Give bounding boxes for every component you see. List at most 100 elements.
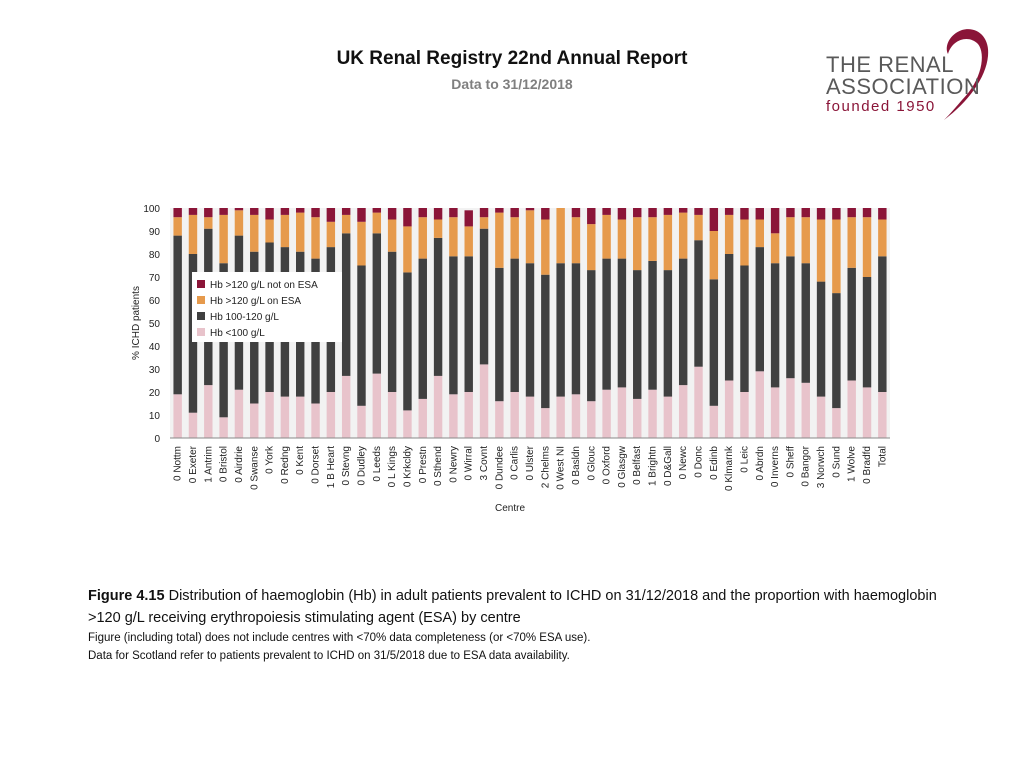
caption-note-2: Data for Scotland refer to patients prev…: [88, 650, 570, 662]
bar-segment-hb-over-120-no-esa: [663, 208, 673, 215]
bar-segment-hb-over-120-no-esa: [847, 208, 856, 218]
x-tick-label: 0 Stevng: [341, 446, 352, 485]
x-tick-label: 0 Dundee: [494, 446, 505, 490]
x-tick-label: 0 Inverns: [770, 446, 781, 487]
x-tick-label: 0 Dorset: [311, 446, 322, 484]
bar-segment-hb-over-120-no-esa: [648, 208, 657, 218]
bar-segment-hb-over-120-no-esa: [387, 208, 397, 220]
x-tick-label: 0 Belfast: [632, 446, 643, 485]
figure-caption: Figure 4.15 Distribution of haemoglobin …: [88, 585, 948, 665]
bar-segment-hb-over-120-esa: [678, 212, 688, 259]
bar-segment-hb-100-120: [678, 258, 688, 386]
x-tick-label: 0 Kent: [295, 446, 306, 475]
x-tick-label: 0 Nottm: [173, 446, 184, 481]
bar-segment-hb-100-120: [617, 258, 627, 388]
y-axis-title: % ICHD patients: [131, 286, 142, 360]
bar-segment-hb-over-120-esa: [464, 226, 473, 257]
x-tick-label: 0 L Kings: [387, 446, 398, 487]
bar-segment-hb-under-100: [770, 387, 780, 438]
bar-segment-hb-over-120-no-esa: [878, 208, 887, 220]
y-tick-label: 70: [149, 273, 161, 284]
bar-segment-hb-over-120-esa: [204, 217, 213, 229]
bar-segment-hb-under-100: [801, 382, 810, 438]
bar-segment-hb-over-120-esa: [250, 214, 259, 252]
x-tick-label: 0 Newry: [448, 446, 459, 483]
bar-segment-hb-over-120-no-esa: [188, 208, 198, 215]
bar-segment-hb-under-100: [326, 392, 336, 438]
x-tick-label: 0 Basldn: [571, 446, 582, 485]
x-tick-label: 0 Prestn: [418, 446, 429, 483]
x-tick-label: 0 Klmarnk: [724, 445, 735, 491]
bar-segment-hb-100-120: [449, 256, 458, 395]
x-tick-label: 0 Leic: [739, 446, 750, 473]
bar-segment-hb-100-120: [510, 258, 519, 392]
bar-segment-hb-100-120: [372, 233, 382, 374]
bar-segment-hb-over-120-esa: [341, 214, 351, 234]
bar-segment-hb-under-100: [602, 389, 611, 438]
bar-segment-hb-under-100: [678, 385, 688, 438]
bar-segment-hb-under-100: [449, 394, 458, 438]
bar-segment-hb-under-100: [311, 403, 320, 438]
bar-segment-hb-100-120: [755, 247, 764, 372]
bar-segment-hb-under-100: [464, 392, 473, 438]
bar-segment-hb-over-120-esa: [357, 221, 366, 266]
legend-swatch: [197, 280, 205, 288]
legend-label: Hb >120 g/L not on ESA: [210, 280, 318, 291]
legend-swatch: [197, 312, 205, 320]
bar-segment-hb-over-120-esa: [770, 233, 780, 264]
bar-segment-hb-100-120: [694, 240, 703, 367]
bar-segment-hb-over-120-no-esa: [525, 208, 535, 211]
x-tick-label: 0 Sthend: [433, 446, 444, 486]
y-tick-label: 100: [143, 204, 160, 215]
bar-segment-hb-over-120-esa: [602, 214, 611, 259]
bar-segment-hb-over-120-esa: [617, 219, 627, 259]
bar-segment-hb-over-120-esa: [403, 226, 412, 273]
bar-segment-hb-100-120: [862, 277, 872, 388]
bar-segment-hb-100-120: [357, 265, 366, 406]
bar-segment-hb-under-100: [525, 396, 535, 438]
bar-segment-hb-over-120-esa: [234, 210, 244, 236]
bar-segment-hb-100-120: [587, 270, 596, 402]
bar-segment-hb-100-120: [556, 263, 565, 397]
bar-segment-hb-under-100: [556, 396, 565, 438]
bar-segment-hb-100-120: [709, 279, 719, 406]
bar-segment-hb-over-120-esa: [311, 217, 320, 259]
bar-segment-hb-over-120-no-esa: [709, 208, 719, 231]
x-tick-label: 0 West NI: [556, 446, 567, 490]
y-tick-label: 0: [154, 434, 160, 445]
bar-segment-hb-over-120-esa: [449, 217, 458, 257]
x-tick-label: 1 Wolve: [847, 446, 858, 482]
bar-segment-hb-100-120: [740, 265, 749, 392]
bar-segment-hb-under-100: [173, 394, 182, 438]
x-tick-label: 0 Bradfd: [862, 446, 873, 484]
bar-segment-hb-100-120: [571, 263, 581, 395]
y-tick-label: 40: [149, 342, 161, 353]
bar-segment-hb-under-100: [188, 412, 198, 438]
bar-segment-hb-over-120-esa: [556, 208, 565, 264]
bar-segment-hb-over-120-esa: [326, 221, 336, 248]
report-header: UK Renal Registry 22nd Annual Report Dat…: [312, 48, 712, 92]
bar-segment-hb-over-120-no-esa: [617, 208, 627, 220]
bar-segment-hb-under-100: [847, 380, 856, 438]
x-tick-label: 0 Bangor: [801, 445, 812, 486]
bar-segment-hb-over-120-no-esa: [280, 208, 290, 215]
x-tick-label: 0 Glasgw: [617, 445, 628, 487]
bar-segment-hb-100-120: [464, 256, 473, 392]
x-tick-label: 0 Exeter: [188, 445, 199, 483]
bar-segment-hb-over-120-no-esa: [801, 208, 810, 218]
bar-segment-hb-over-120-no-esa: [832, 208, 841, 220]
bar-segment-hb-over-120-no-esa: [678, 208, 688, 213]
chart-svg: 0 10 20 30 40 50 60 70 80 90 100 0 Nottm 0 Exeter 1 A…: [131, 204, 890, 514]
x-tick-label: 0 Abrdn: [755, 446, 766, 480]
bar-segment-hb-over-120-no-esa: [219, 208, 228, 215]
bar-segment-hb-over-120-esa: [801, 217, 810, 264]
x-axis-title: Centre: [495, 503, 525, 514]
bar-segment-hb-100-120: [847, 267, 856, 381]
legend-swatch: [197, 328, 205, 336]
bar-segment-hb-under-100: [633, 398, 642, 438]
caption-main: Figure 4.15 Distribution of haemoglobin …: [88, 585, 948, 629]
logo-swoosh: [944, 29, 989, 121]
x-tick-label: Total: [877, 446, 888, 467]
bar-segment-hb-100-120: [418, 258, 427, 399]
bar-segment-hb-over-120-esa: [571, 217, 581, 264]
